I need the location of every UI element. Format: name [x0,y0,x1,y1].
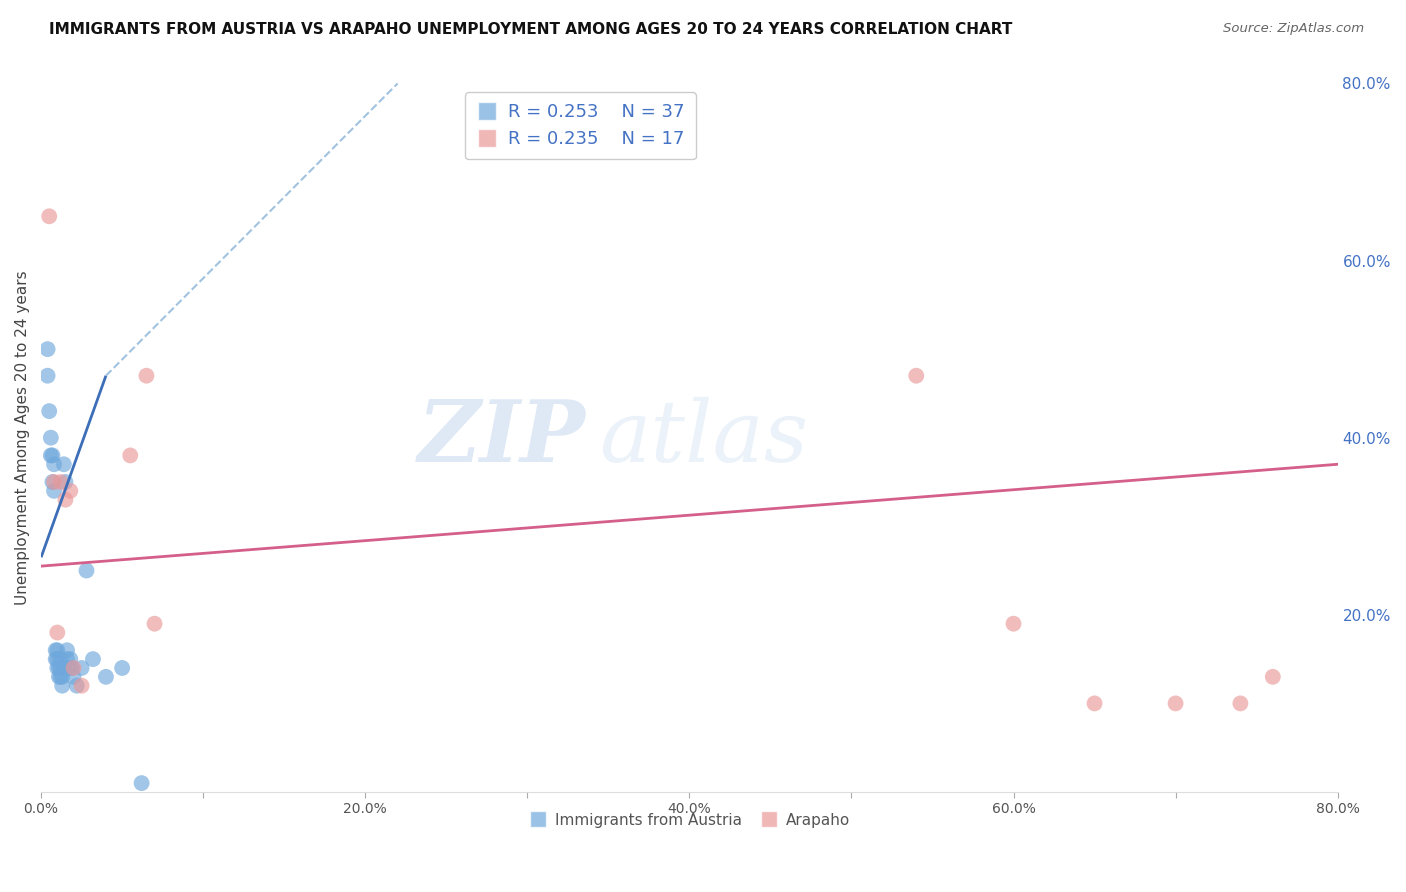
Point [39,449,62,463]
Point [1002,616,1025,631]
Point [48,661,70,675]
Point [59,483,82,498]
Point [56,652,79,666]
Point [38,404,60,418]
Point [49,670,72,684]
Point [52,457,75,471]
Point [62,661,84,675]
Point [58,661,80,675]
Point [120,449,142,463]
Point [51,679,73,693]
Point [56,643,79,657]
Point [37,368,59,383]
Text: Source: ZipAtlas.com: Source: ZipAtlas.com [1223,22,1364,36]
Point [51,670,73,684]
Text: atlas: atlas [599,396,807,479]
Point [42,483,65,498]
Point [59,652,82,666]
Point [1229,697,1251,711]
Point [1164,697,1187,711]
Point [111,661,134,675]
Point [66,679,89,693]
Point [82,652,104,666]
Point [46,625,69,640]
Point [46,643,69,657]
Text: ZIP: ZIP [418,396,586,480]
Point [46,652,69,666]
Point [1261,670,1284,684]
Point [42,475,65,489]
Point [39,431,62,445]
Text: IMMIGRANTS FROM AUSTRIA VS ARAPAHO UNEMPLOYMENT AMONG AGES 20 TO 24 YEARS CORREL: IMMIGRANTS FROM AUSTRIA VS ARAPAHO UNEMP… [49,22,1012,37]
Point [49,661,72,675]
Point [41,475,63,489]
Point [143,616,166,631]
Point [48,670,70,684]
Point [94,670,117,684]
Point [905,368,928,383]
Point [45,643,67,657]
Legend: Immigrants from Austria, Arapaho: Immigrants from Austria, Arapaho [523,806,856,834]
Point [70,679,93,693]
Point [45,652,67,666]
Point [42,457,65,471]
Point [37,342,59,356]
Point [55,475,77,489]
Point [38,209,60,223]
Point [76,564,98,578]
Point [60,661,83,675]
Point [49,475,72,489]
Y-axis label: Unemployment Among Ages 20 to 24 years: Unemployment Among Ages 20 to 24 years [15,270,30,605]
Point [70,661,93,675]
Point [55,492,77,507]
Point [49,652,72,666]
Point [135,368,157,383]
Point [62,670,84,684]
Point [1083,697,1105,711]
Point [41,449,63,463]
Point [46,661,69,675]
Point [131,776,153,790]
Point [52,661,75,675]
